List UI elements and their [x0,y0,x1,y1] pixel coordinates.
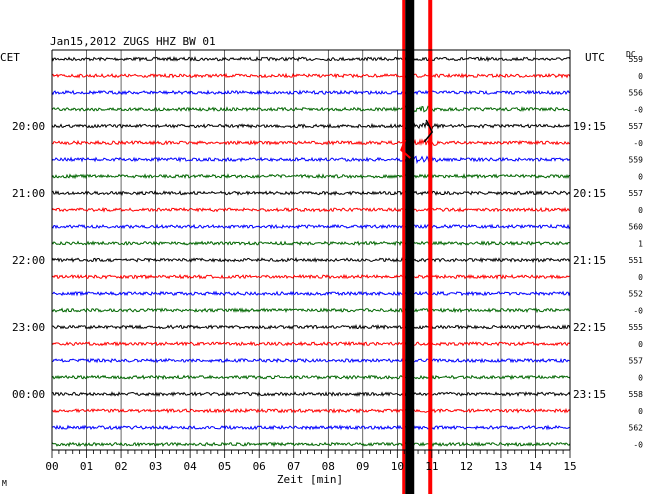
left-hour-label: 00:00 [12,388,45,401]
x-tick-label-11: 11 [425,460,438,473]
left-timezone-label: CET [0,51,20,64]
x-tick-label-06: 06 [253,460,266,473]
x-tick-label-10: 10 [391,460,404,473]
trace-18 [51,357,571,364]
trace-21 [51,407,571,414]
trace-16 [51,323,571,331]
x-tick-label-14: 14 [529,460,543,473]
dc-value: 1 [638,239,643,248]
trace-2 [51,89,571,96]
event-band-black [405,0,415,494]
dc-value: 562 [629,424,644,433]
dc-offset-values: 559 0 556 -0 557 -0 559 0 557 0 560 1 551 0 552 -0 555 0 5… [629,55,644,449]
right-hour-label: 21:15 [573,254,606,267]
event-spike-2 [423,119,434,143]
trace-20 [51,391,571,397]
x-tick-label-01: 01 [80,460,93,473]
trace-9 [51,206,571,213]
x-tick-label-00: 00 [45,460,58,473]
right-hour-label: 19:15 [573,120,606,133]
x-tick-label-05: 05 [218,460,231,473]
trace-11 [51,240,571,247]
right-timezone-label: UTC [585,51,605,64]
trace-1 [51,72,571,79]
trace-13 [51,273,571,280]
trace-17 [51,340,571,347]
x-tick-label-12: 12 [460,460,473,473]
right-hour-label: 23:15 [573,388,606,401]
trace-14 [51,290,571,297]
x-axis-label: Zeit [min] [277,473,343,486]
plot-frame [51,49,571,451]
x-tick-label-04: 04 [184,460,198,473]
event-band-red-right [428,0,433,494]
dc-value: 558 [629,390,644,399]
left-hour-label: 21:00 [12,187,45,200]
dc-value: -0 [633,440,643,449]
trace-23 [51,441,571,448]
event-spike-1 [400,139,411,159]
left-hour-label: 20:00 [12,120,45,133]
x-axis-ticks: 00 01 02 03 04 05 06 07 08 09 10 11 12 13 14 15 [45,450,577,473]
right-hour-label: 22:15 [573,321,606,334]
dc-value: 552 [629,290,644,299]
dc-value: 0 [638,273,643,282]
dc-header: DC [626,50,636,59]
trace-19 [51,374,571,381]
dc-value: 0 [638,172,643,181]
left-hour-label: 22:00 [12,254,45,267]
dc-value: 555 [629,323,644,332]
earthquake-event [400,0,434,494]
trace-7 [51,173,571,180]
dc-value: 551 [629,256,644,265]
trace-10 [51,223,571,230]
left-hour-labels: 20:00 21:00 22:00 23:00 00:00 [12,120,45,401]
dc-value: 560 [629,223,644,232]
dc-value: 0 [638,206,643,215]
trace-4 [51,121,571,131]
x-tick-label-15: 15 [563,460,576,473]
dc-value: 557 [629,189,644,198]
dc-value: -0 [633,105,643,114]
trace-8 [51,190,571,197]
dc-value: 557 [629,122,644,131]
seismic-traces [51,55,571,448]
x-tick-label-07: 07 [287,460,300,473]
trace-0 [51,55,571,63]
dc-value: -0 [633,306,643,315]
x-tick-label-13: 13 [494,460,507,473]
dc-value: 0 [638,407,643,416]
dc-value: 0 [638,373,643,382]
right-hour-label: 20:15 [573,187,606,200]
dc-value: 556 [629,89,644,98]
dc-value: 0 [638,72,643,81]
x-tick-label-03: 03 [149,460,162,473]
trace-3 [51,105,571,113]
right-hour-labels: 19:15 20:15 21:15 22:15 23:15 [573,120,606,401]
dc-value: -0 [633,139,643,148]
chart-title: Jan15,2012 ZUGS HHZ BW 01 [50,35,216,48]
dc-value: 559 [629,156,644,165]
dc-value: 557 [629,357,644,366]
trace-22 [51,424,571,431]
grid-lines [51,50,571,450]
trace-6 [51,155,571,165]
trace-5 [51,138,571,148]
trace-12 [51,257,571,264]
x-tick-label-02: 02 [114,460,127,473]
x-tick-label-09: 09 [356,460,369,473]
event-band-red-left [402,0,406,494]
left-hour-label: 23:00 [12,321,45,334]
x-tick-label-08: 08 [322,460,335,473]
dc-value: 0 [638,340,643,349]
trace-15 [51,307,571,314]
footer-mark: M [2,479,7,488]
dc-value: 559 [629,55,644,64]
